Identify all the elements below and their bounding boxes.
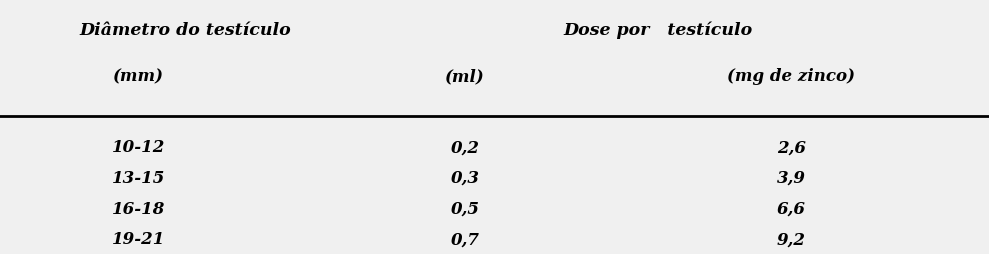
Text: 19-21: 19-21 <box>112 230 165 247</box>
Text: 0,7: 0,7 <box>450 230 480 247</box>
Text: 0,2: 0,2 <box>450 139 480 156</box>
Text: 2,6: 2,6 <box>776 139 806 156</box>
Text: (mm): (mm) <box>113 68 164 85</box>
Text: 6,6: 6,6 <box>776 200 806 217</box>
Text: 0,3: 0,3 <box>450 169 480 186</box>
Text: Dose por   testículo: Dose por testículo <box>563 22 753 39</box>
Text: (ml): (ml) <box>445 68 485 85</box>
Text: 13-15: 13-15 <box>112 169 165 186</box>
Text: (mg de zinco): (mg de zinco) <box>727 68 855 85</box>
Text: 3,9: 3,9 <box>776 169 806 186</box>
Text: 9,2: 9,2 <box>776 230 806 247</box>
Text: 0,5: 0,5 <box>450 200 480 217</box>
Text: 16-18: 16-18 <box>112 200 165 217</box>
Text: Diâmetro do testículo: Diâmetro do testículo <box>79 22 291 39</box>
Text: 10-12: 10-12 <box>112 139 165 156</box>
